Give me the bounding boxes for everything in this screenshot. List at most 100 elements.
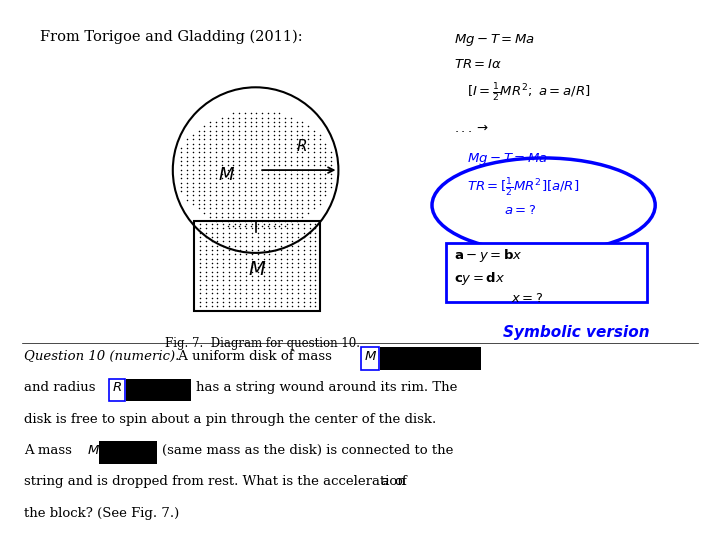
Point — [239, 221, 251, 230]
Point — [314, 157, 325, 165]
Point — [287, 263, 298, 272]
Point — [292, 224, 304, 233]
Point — [302, 131, 314, 139]
Point — [233, 109, 245, 118]
Point — [251, 187, 262, 195]
Point — [212, 267, 223, 276]
Point — [235, 298, 246, 306]
Point — [233, 221, 245, 230]
Point — [252, 280, 264, 289]
Point — [239, 109, 251, 118]
Point — [308, 131, 320, 139]
Point — [297, 200, 308, 208]
Bar — [109, 379, 125, 401]
Point — [258, 302, 269, 310]
Text: has a string wound around its rim. The: has a string wound around its rim. The — [196, 381, 457, 394]
Point — [262, 131, 274, 139]
Point — [325, 148, 337, 157]
Point — [210, 122, 222, 131]
Point — [245, 113, 256, 122]
Point — [274, 152, 285, 161]
Point — [285, 208, 297, 217]
Point — [222, 178, 233, 187]
Point — [222, 217, 233, 226]
Point — [239, 152, 251, 161]
Point — [269, 220, 281, 228]
Point — [204, 152, 216, 161]
Point — [256, 221, 268, 230]
Point — [268, 135, 279, 144]
Point — [240, 233, 252, 241]
Point — [269, 289, 281, 298]
Point — [229, 302, 240, 310]
Point — [298, 289, 310, 298]
Point — [233, 157, 245, 165]
Point — [258, 280, 269, 289]
Point — [210, 131, 222, 139]
Point — [235, 263, 246, 272]
Point — [325, 170, 337, 178]
Point — [320, 178, 331, 187]
Point — [240, 241, 252, 250]
Point — [245, 165, 256, 174]
Point — [233, 113, 245, 122]
Point — [256, 122, 268, 131]
Point — [223, 267, 235, 276]
Point — [251, 213, 262, 221]
Point — [262, 135, 274, 144]
Point — [269, 250, 281, 259]
Point — [217, 220, 229, 228]
Point — [297, 170, 308, 178]
Point — [194, 237, 206, 246]
Point — [229, 272, 240, 280]
Point — [212, 293, 223, 302]
Point — [314, 135, 325, 144]
Point — [258, 285, 269, 293]
Point — [194, 302, 206, 310]
Point — [251, 161, 262, 170]
Point — [256, 113, 268, 122]
Point — [239, 204, 251, 213]
Point — [320, 157, 331, 165]
Point — [216, 144, 228, 152]
Point — [268, 165, 279, 174]
Point — [239, 183, 251, 191]
Point — [258, 250, 269, 259]
Point — [199, 195, 210, 204]
Point — [239, 148, 251, 157]
Point — [193, 195, 204, 204]
Point — [302, 178, 314, 187]
Point — [262, 161, 274, 170]
Point — [325, 165, 337, 174]
Point — [239, 174, 251, 183]
Text: $\mathit{M}$: $\mathit{M}$ — [87, 444, 100, 457]
Point — [204, 204, 216, 213]
Point — [264, 267, 275, 276]
Point — [245, 178, 256, 187]
Point — [269, 224, 281, 233]
Point — [258, 241, 269, 250]
Point — [233, 217, 245, 226]
Point — [297, 191, 308, 200]
Point — [233, 165, 245, 174]
Point — [204, 187, 216, 195]
Point — [204, 200, 216, 208]
Point — [212, 280, 223, 289]
Point — [199, 135, 210, 144]
Point — [262, 122, 274, 131]
Point — [275, 233, 287, 241]
Point — [287, 285, 298, 293]
Point — [216, 204, 228, 213]
Point — [251, 148, 262, 157]
Point — [264, 241, 275, 250]
Point — [187, 191, 199, 200]
Point — [199, 139, 210, 148]
Point — [256, 195, 268, 204]
Point — [193, 131, 204, 139]
Point — [229, 233, 240, 241]
Point — [181, 165, 193, 174]
Point — [275, 293, 287, 302]
Point — [279, 217, 291, 226]
Point — [210, 178, 222, 187]
Point — [275, 220, 287, 228]
